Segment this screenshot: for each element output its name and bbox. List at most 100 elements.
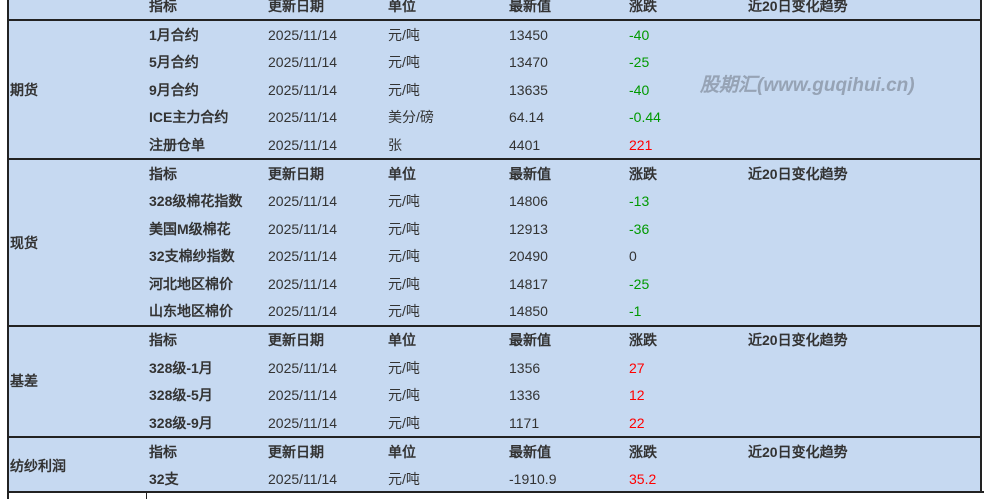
- unit: 元/吨: [388, 220, 420, 237]
- trend-cell: [748, 19, 982, 49]
- update-date: 2025/11/14: [268, 54, 338, 71]
- item-name: 美国M级棉花: [149, 220, 231, 237]
- column-header: 更新日期: [268, 436, 388, 466]
- change-value: 27: [629, 359, 645, 376]
- latest-value: 13450: [509, 19, 629, 49]
- latest-value: 4401: [509, 136, 541, 153]
- update-date: 2025/11/14: [268, 109, 338, 126]
- change-value: -36: [629, 220, 650, 237]
- update-date: 2025/11/14: [268, 193, 338, 210]
- item-name: 328级-5月: [149, 387, 213, 404]
- unit: 美分/磅: [388, 109, 434, 126]
- update-date: 2025/11/14: [268, 136, 338, 153]
- table-row: 32支棉纱指数 2025/11/14 元/吨 20490 0: [8, 242, 982, 270]
- header-row: 纺纱利润 指标 更新日期 单位 最新值 涨跌 近20日变化趋势: [7, 436, 982, 494]
- column-header: 指标: [149, 0, 177, 14]
- header-row: 基差 指标 更新日期 单位 最新值 涨跌 近20日变化趋势: [7, 324, 982, 438]
- trend-cell: [748, 103, 982, 131]
- unit: 元/吨: [388, 359, 420, 376]
- column-header: 最新值: [509, 436, 629, 466]
- latest-value: 13470: [509, 54, 548, 71]
- update-date: 2025/11/14: [268, 387, 338, 404]
- unit: 元/吨: [388, 275, 420, 292]
- latest-value: 14806: [509, 193, 548, 210]
- section-label: 期货: [7, 19, 149, 160]
- section-label: 基差: [7, 324, 149, 438]
- table-row: 河北地区棉价 2025/11/14 元/吨 14817 -25: [8, 269, 982, 298]
- latest-value: 13635: [509, 81, 548, 98]
- column-header: 更新日期: [268, 0, 324, 14]
- latest-value: 1171: [509, 414, 540, 431]
- update-date: 2025/11/14: [268, 471, 338, 488]
- change-value: -1: [629, 302, 642, 319]
- column-header: 单位: [388, 324, 509, 355]
- trend-cell: [748, 465, 982, 494]
- update-date: 2025/11/14: [268, 302, 338, 319]
- column-header: 更新日期: [268, 324, 388, 355]
- item-name: 32支棉纱指数: [149, 248, 235, 265]
- table-row: 328级-9月 2025/11/14 元/吨 1171 22: [8, 408, 982, 438]
- update-date: 2025/11/14: [268, 220, 338, 237]
- column-header: 最新值: [509, 158, 629, 188]
- unit: 元/吨: [388, 414, 420, 431]
- table-row: 9月合约 2025/11/14 元/吨 13635 -40: [8, 76, 982, 104]
- table-row: 32支 2025/11/14 元/吨 -1910.9 35.2: [8, 465, 982, 494]
- section-label: 现货: [7, 158, 149, 326]
- change-value: -40: [629, 19, 748, 49]
- column-header: 近20日变化趋势: [748, 0, 982, 21]
- change-value: -40: [629, 81, 650, 98]
- header-row: 现货 指标 更新日期 单位 最新值 涨跌 近20日变化趋势: [7, 158, 982, 326]
- column-header: 近20日变化趋势: [748, 324, 982, 355]
- item-name: 注册仓单: [149, 136, 205, 153]
- column-header: 更新日期: [268, 158, 388, 188]
- trend-cell: [748, 381, 982, 409]
- column-header: 近20日变化趋势: [748, 436, 982, 466]
- change-value: 35.2: [629, 471, 657, 488]
- update-date: 2025/11/14: [268, 19, 388, 49]
- latest-value: 1356: [509, 359, 541, 376]
- item-name: 5月合约: [149, 54, 199, 71]
- item-name: 328级-9月: [149, 414, 213, 431]
- table-row: 328级-1月 2025/11/14 元/吨 1356 27: [8, 354, 982, 382]
- latest-value: 12913: [509, 220, 548, 237]
- update-date: 2025/11/14: [268, 275, 338, 292]
- latest-value: 14850: [509, 302, 548, 319]
- item-name: 32支: [149, 471, 179, 488]
- change-value: -13: [629, 193, 650, 210]
- column-header: 单位: [388, 158, 509, 188]
- column-header: 涨跌: [629, 158, 748, 188]
- column-header: 涨跌: [629, 436, 748, 466]
- unit: 元/吨: [388, 387, 420, 404]
- column-header: 单位: [388, 0, 416, 14]
- latest-value: 14817: [509, 275, 548, 292]
- update-date: 2025/11/14: [268, 359, 338, 376]
- column-header: 指标: [149, 158, 268, 188]
- unit: 元/吨: [388, 81, 420, 98]
- unit: 元/吨: [388, 248, 420, 265]
- table-row: 5月合约 2025/11/14 元/吨 13470 -25: [8, 48, 982, 77]
- column-header: 单位: [388, 436, 509, 466]
- change-value: 221: [629, 136, 653, 153]
- trend-cell: [748, 242, 982, 270]
- change-value: -0.44: [629, 109, 661, 126]
- update-date: 2025/11/14: [268, 414, 338, 431]
- trend-cell: [748, 297, 982, 326]
- table-row: ICE主力合约 2025/11/14 美分/磅 64.14 -0.44: [8, 103, 982, 131]
- table-row: 美国M级棉花 2025/11/14 元/吨 12913 -36: [8, 215, 982, 243]
- item-name: 河北地区棉价: [149, 275, 233, 292]
- table-row: 注册仓单 2025/11/14 张 4401 221: [8, 130, 982, 160]
- unit: 元/吨: [388, 19, 509, 49]
- change-value: 0: [629, 248, 637, 265]
- item-name: 1月合约: [149, 19, 268, 49]
- trend-cell: [748, 76, 982, 104]
- watermark: 股期汇(www.guqihui.cn): [700, 75, 915, 96]
- item-name: 328级棉花指数: [149, 193, 243, 210]
- empty-cell: [7, 0, 149, 21]
- column-header: 近20日变化趋势: [748, 158, 982, 188]
- change-value: 22: [629, 414, 645, 431]
- change-value: 12: [629, 387, 645, 404]
- latest-value: -1910.9: [509, 471, 557, 488]
- update-date: 2025/11/14: [268, 81, 338, 98]
- latest-value: 20490: [509, 248, 548, 265]
- table-row: 328级-5月 2025/11/14 元/吨 1336 12: [8, 381, 982, 409]
